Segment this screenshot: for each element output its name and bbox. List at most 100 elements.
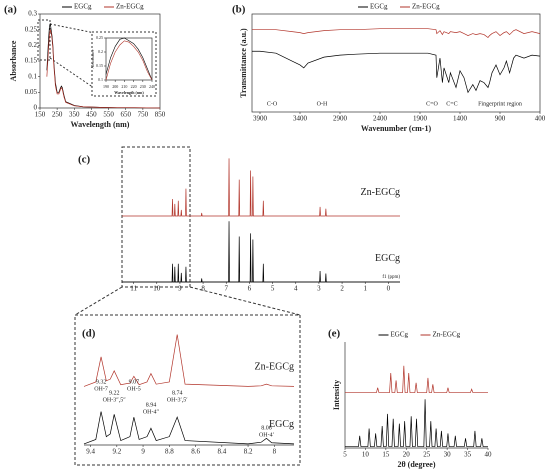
series-label: EGCg — [375, 253, 400, 264]
plot-frame — [105, 37, 153, 81]
legend-label: Zn-EGCg — [412, 3, 440, 11]
peak-label: OH-5 — [127, 386, 141, 392]
x-tick-label: 9 — [178, 285, 182, 293]
y-axis-label: Absorbance — [90, 49, 95, 68]
x-tick-label: 25 — [423, 451, 431, 459]
y-axis-label: Transmittance (a.u.) — [239, 28, 248, 98]
legend-label: Zn-EGCg — [433, 331, 461, 339]
x-tick-label: 9 — [141, 448, 145, 456]
zoom-box — [74, 314, 301, 466]
series-label: EGCg — [269, 419, 294, 430]
x-tick-label: 8.6 — [191, 448, 200, 456]
x-tick-label: 6 — [248, 285, 252, 293]
x-tick-label: 1900 — [413, 115, 428, 123]
x-tick-label: 10 — [362, 451, 370, 459]
x-tick-label: 2400 — [373, 115, 388, 123]
x-tick-label: 200 — [112, 84, 118, 89]
peak-label: OH-3″,5″ — [103, 397, 127, 403]
peak-shift: 8.06 — [261, 425, 272, 431]
x-tick-label: 20 — [403, 451, 411, 459]
x-tick-label: 650 — [120, 111, 131, 119]
zoom-region — [37, 19, 51, 61]
x-tick-label: 400 — [535, 115, 546, 123]
series-line — [83, 411, 295, 445]
x-tick-label: 210 — [121, 84, 127, 89]
y-tick-label: 0.1 — [98, 77, 103, 82]
y-tick-label: 0.3 — [28, 10, 37, 18]
series-label: Zn-EGCg — [361, 187, 400, 198]
x-tick-label: 850 — [155, 111, 166, 119]
x-tick-label: 5 — [271, 285, 275, 293]
peak-shift: 9.32 — [96, 379, 107, 385]
x-tick-label: 450 — [86, 111, 97, 119]
peak-label: OH-4′ — [259, 432, 275, 438]
y-tick-label: 0.15 — [25, 57, 38, 65]
y-tick-label: 0.2 — [98, 49, 103, 54]
x-tick-label: 8.8 — [165, 448, 174, 456]
x-tick-label: 0 — [387, 285, 391, 293]
peak-shift: 8.94 — [146, 402, 157, 408]
x-axis-label: 2θ (degree) — [397, 460, 435, 469]
annotation: C-O — [267, 101, 278, 107]
x-tick-label: 1400 — [453, 115, 468, 123]
x-tick-label: 1 — [364, 285, 368, 293]
x-tick-label: 350 — [69, 111, 80, 119]
x-tick-label: 220 — [131, 84, 137, 89]
zoom-region — [121, 146, 191, 288]
zoom-connector — [49, 23, 101, 35]
x-tick-label: 10 — [153, 285, 161, 293]
series-line — [105, 40, 153, 81]
y-axis-label: Absorbance — [9, 40, 18, 81]
x-axis-label: f1 (ppm) — [382, 275, 400, 280]
series-line — [252, 50, 541, 94]
x-axis-label: Wavelength (nm) — [114, 90, 144, 95]
panel-label: (e) — [328, 328, 341, 340]
peak-shift: 9.22 — [109, 390, 120, 396]
series-line — [105, 37, 153, 81]
panel-label: (d) — [82, 328, 96, 340]
x-tick-label: 240 — [149, 84, 155, 89]
x-tick-label: 2900 — [333, 115, 348, 123]
panel-label: (a) — [4, 4, 17, 16]
peak-label: OH-7 — [94, 386, 108, 392]
annotation: Fingerprint region — [478, 101, 522, 107]
x-tick-label: 750 — [138, 111, 149, 119]
x-tick-label: 2 — [340, 285, 344, 293]
legend-label: EGCg — [370, 3, 388, 11]
series-line — [252, 28, 541, 38]
annotation: O-H — [317, 101, 328, 107]
x-axis-label: Wavenumber (cm-1) — [361, 124, 432, 133]
y-tick-label: 0.25 — [96, 35, 103, 40]
y-tick-label: 0.25 — [25, 25, 38, 33]
y-tick-label: 0 — [34, 104, 38, 112]
x-tick-label: 35 — [464, 451, 472, 459]
annotation: C=C — [446, 101, 457, 107]
x-tick-label: 190 — [103, 84, 109, 89]
series-line — [46, 29, 161, 109]
x-tick-label: 250 — [52, 111, 63, 119]
x-tick-label: 30 — [444, 451, 452, 459]
y-tick-label: 0.1 — [28, 72, 37, 80]
x-tick-label: 9.4 — [86, 448, 95, 456]
x-tick-label: 8.4 — [217, 448, 226, 456]
x-tick-label: 40 — [485, 451, 493, 459]
panel-label: (b) — [232, 4, 246, 16]
series-line — [83, 334, 295, 387]
x-tick-label: 230 — [140, 84, 146, 89]
series-line — [122, 158, 400, 217]
peak-shift: 8.74 — [172, 390, 183, 396]
x-tick-label: 3400 — [293, 115, 308, 123]
series-line — [345, 365, 488, 393]
series-line — [345, 399, 488, 447]
legend-label: Zn-EGCg — [116, 3, 144, 11]
peak-label: OH-4″ — [143, 409, 160, 415]
panel-label: (c) — [78, 154, 91, 166]
legend-label: EGCg — [74, 3, 92, 11]
y-tick-label: 0.15 — [96, 63, 103, 68]
x-tick-label: 150 — [35, 111, 46, 119]
peak-shift: 9.07 — [129, 379, 140, 385]
x-tick-label: 9.2 — [112, 448, 121, 456]
x-tick-label: 550 — [103, 111, 114, 119]
x-tick-label: 15 — [382, 451, 390, 459]
